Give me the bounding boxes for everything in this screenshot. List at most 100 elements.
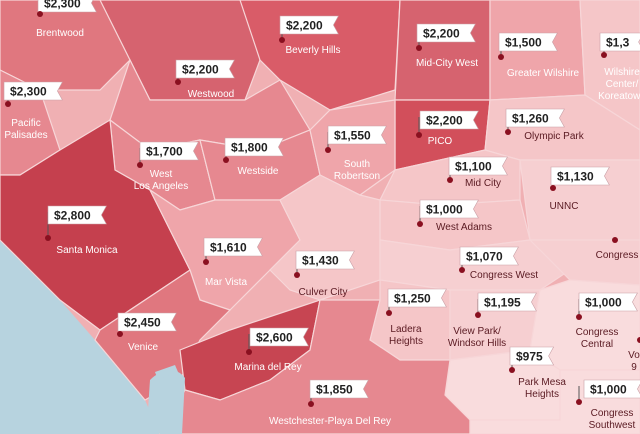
price-value: $1,100 [455, 160, 492, 174]
price-value: $1,850 [316, 383, 353, 397]
price-value: $1,000 [426, 203, 463, 217]
location-pin-icon [576, 399, 582, 405]
flag-banner [550, 166, 610, 186]
region-label-mid-city-west: Mid-City West [416, 58, 478, 69]
region-label-congress-southwest: Congress Southwest [589, 408, 636, 431]
location-pin-icon [294, 272, 300, 278]
flag-banner [578, 292, 638, 312]
location-pin-icon [45, 235, 51, 241]
location-pin-icon [498, 54, 504, 60]
flag-banner [249, 327, 309, 347]
price-flag-olympic-park: $1,260 [505, 108, 565, 135]
price-value: $1,260 [512, 112, 549, 126]
price-flag-mar-vista: $1,610 [203, 237, 263, 265]
region-label-greater-wilshire: Greater Wilshire [507, 68, 580, 79]
region-shape-mid-city-west [394, 0, 491, 101]
flag-banner [37, 0, 97, 13]
price-flag-congress-west: $1,070 [459, 246, 519, 273]
region-label-voices: Vo 9 [628, 350, 640, 373]
region-shape-brentwood [0, 0, 131, 91]
price-value: $1,3 [606, 36, 630, 50]
price-value: $2,200 [182, 63, 219, 77]
price-value: $1,430 [302, 254, 339, 268]
price-flag-unnc: $1,130 [550, 166, 610, 191]
price-flag-congress-southwest: $1,000 [576, 379, 640, 405]
flag-banner [387, 288, 447, 308]
price-value: $2,200 [426, 114, 463, 128]
location-pin-icon [612, 237, 618, 243]
region-label-olympic-park: Olympic Park [524, 131, 584, 142]
location-pin-icon [37, 11, 43, 17]
flag-banner [175, 59, 235, 79]
price-flag-south-robertson: $1,550 [325, 125, 387, 153]
flag-banner [416, 23, 476, 43]
flag-banner [419, 110, 479, 130]
price-flag-brentwood: $2,300 [37, 0, 97, 17]
price-flag-pico: $2,200 [416, 110, 479, 138]
price-flag-venice: $2,450 [117, 312, 177, 337]
location-pin-icon [175, 79, 181, 85]
flag-banner [139, 141, 199, 161]
location-pin-icon [246, 349, 252, 355]
location-pin-icon [550, 185, 556, 191]
price-flag-marina-del-rey: $2,600 [246, 327, 309, 355]
region-label-park-mesa-heights: Park Mesa Heights [518, 377, 566, 400]
price-flag-pacific-palisades: $2,300 [3, 81, 63, 107]
location-pin-icon [203, 259, 209, 265]
region-labels: $2,300 Brentwood $2,300 Pacific Palisades $2,… [3, 0, 640, 431]
location-pin-icon [325, 147, 331, 153]
price-value: $1,610 [210, 241, 247, 255]
location-pin-icon [223, 157, 229, 163]
price-value: $2,800 [54, 209, 91, 223]
price-flag-mid-city: $1,100 [447, 156, 508, 183]
price-flag-west-los-angeles: $1,700 [137, 141, 199, 168]
region-label-mar-vista: Mar Vista [205, 277, 247, 288]
location-pin-icon [417, 221, 423, 227]
location-pin-icon [308, 401, 314, 407]
flag-banner [477, 292, 537, 312]
price-flag-greater-wilshire: $1,500 [498, 32, 558, 60]
price-flag-wilshire-center: $1,3 [599, 32, 640, 58]
location-pin-icon [416, 45, 422, 51]
region-label-westchester: Westchester-Playa Del Rey [269, 416, 391, 427]
price-flag-beverly-hills: $2,200 [279, 15, 339, 43]
price-value: $1,800 [231, 141, 268, 155]
flag-banner [117, 312, 177, 332]
region-label-santa-monica: Santa Monica [56, 245, 118, 256]
flag-banner [498, 32, 558, 52]
price-value: $1,195 [484, 296, 521, 310]
price-flag-westside: $1,800 [223, 137, 284, 163]
region-label-unnc: UNNC [550, 201, 579, 212]
price-value: $2,450 [124, 316, 161, 330]
region-shape-wilshire-center [579, 0, 640, 131]
flag-banner [599, 32, 640, 52]
location-pin-icon [637, 337, 640, 343]
price-value: $2,200 [286, 19, 323, 33]
location-pin-icon [117, 331, 123, 337]
region-label-brentwood: Brentwood [36, 28, 84, 39]
price-value: $1,130 [557, 170, 594, 184]
price-value: $1,000 [590, 383, 627, 397]
region-label-mid-city: Mid City [465, 178, 501, 189]
location-pin-icon [5, 101, 11, 107]
flag-banner [448, 156, 508, 176]
region-label-westside: Westside [238, 166, 279, 177]
flag-banner [224, 137, 284, 157]
flag-banner [47, 205, 107, 225]
region-label-culver-city: Culver City [299, 287, 348, 298]
location-pin-icon [386, 310, 392, 316]
price-flag-west-adams: $1,000 [417, 199, 479, 227]
region-label-congress-east: Congress [596, 250, 639, 261]
region-label-west-los-angeles: West Los Angeles [134, 169, 189, 192]
price-value: $1,070 [466, 250, 503, 264]
price-value: $1,000 [585, 296, 622, 310]
region-label-view-park: View Park/Windsor Hills [448, 326, 506, 349]
marina-basin [155, 365, 178, 380]
price-value: $1,550 [334, 129, 371, 143]
marina-water [148, 370, 185, 434]
region-label-venice: Venice [128, 342, 158, 353]
flag-banner [509, 346, 555, 366]
location-pin-icon [279, 37, 285, 43]
price-value: $2,200 [423, 27, 460, 41]
